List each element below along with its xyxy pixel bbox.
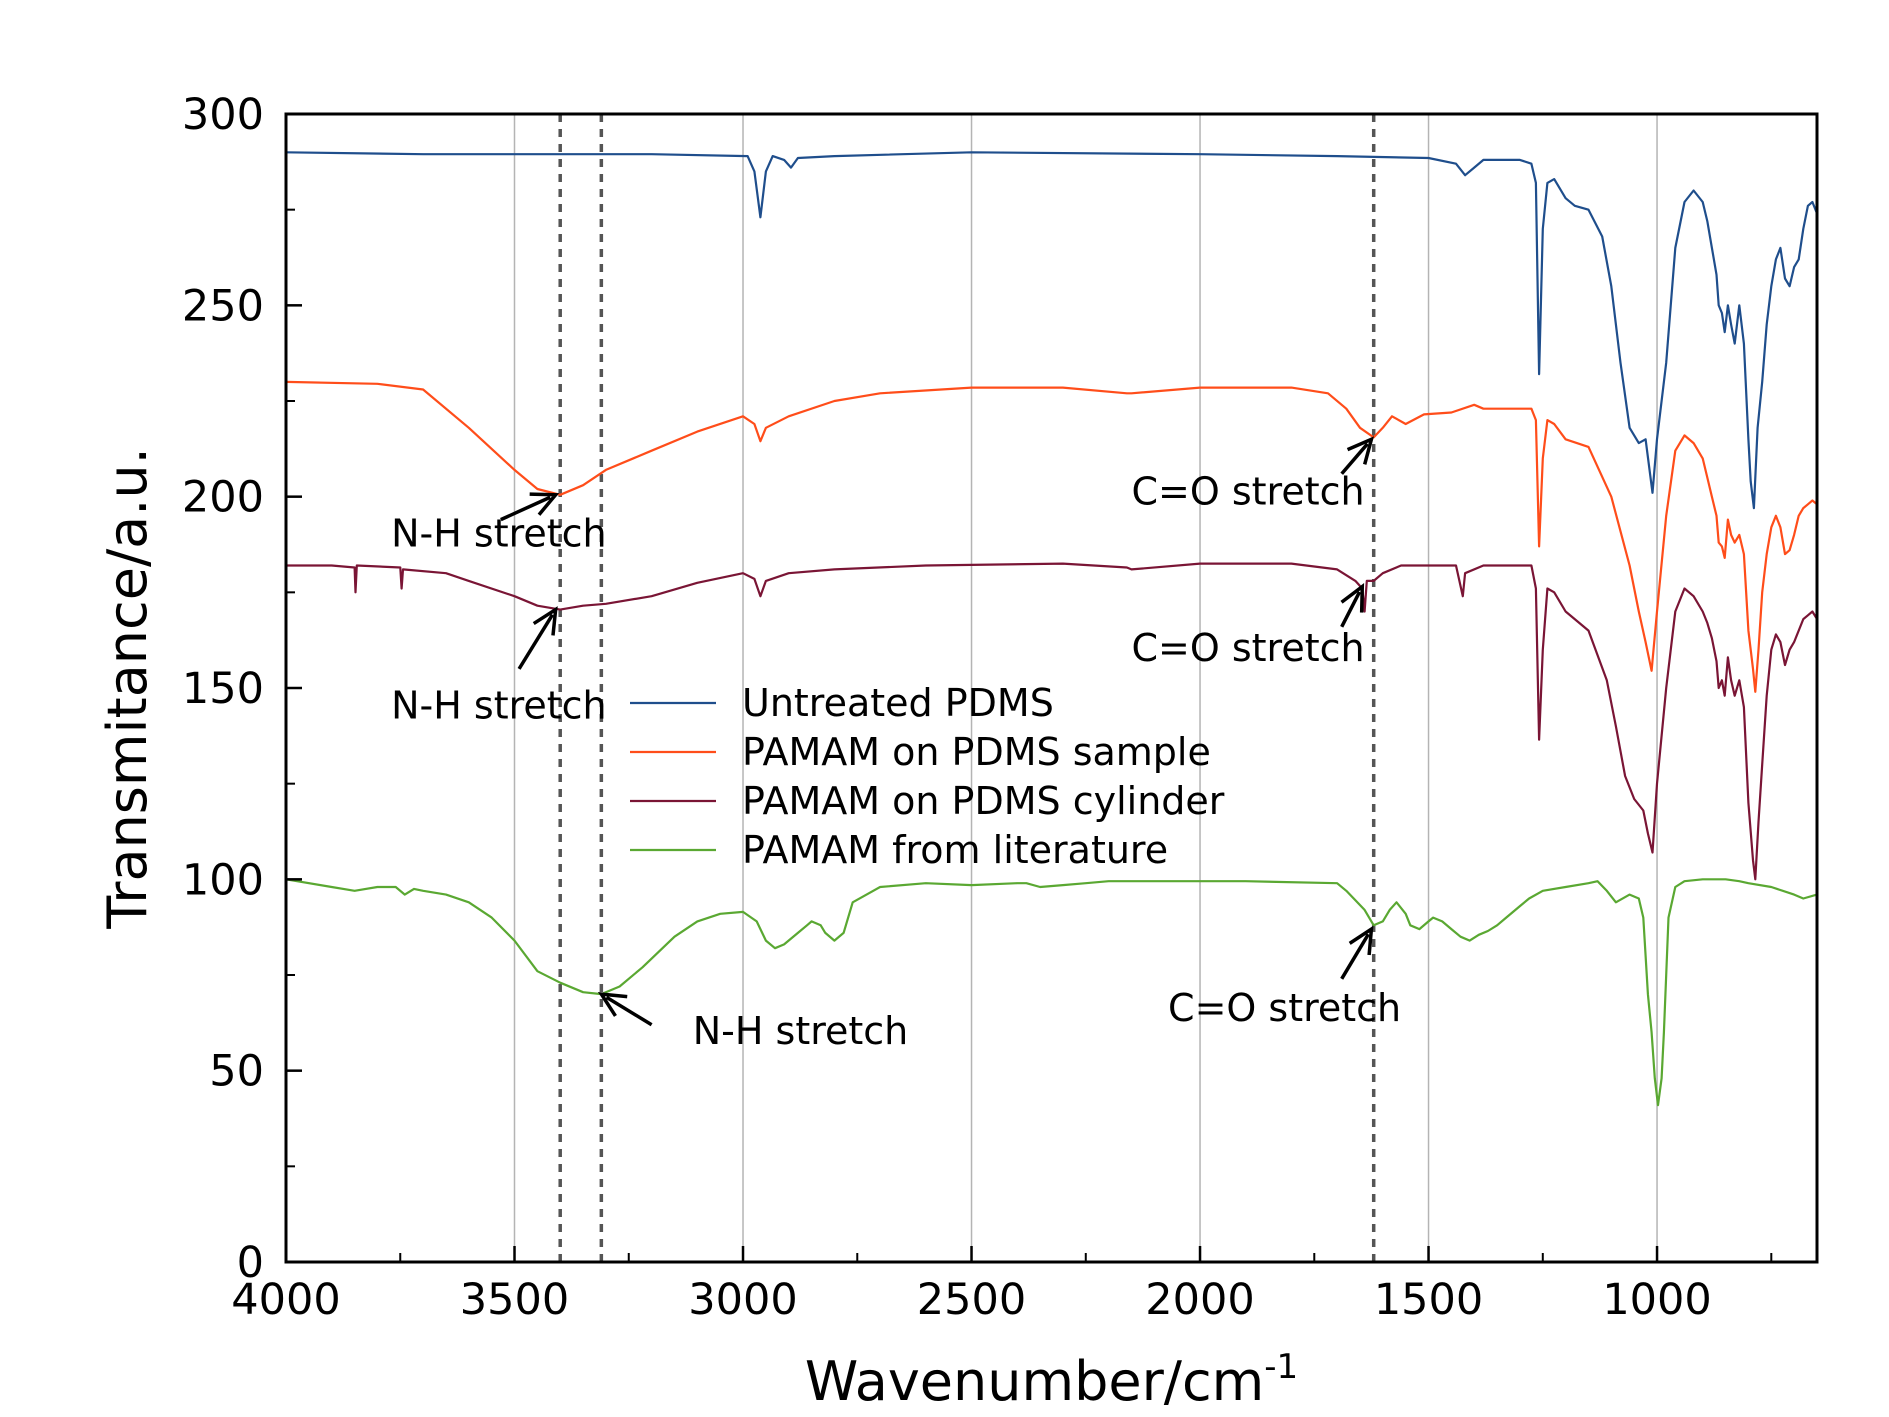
x-tick-label: 2500 (917, 1275, 1026, 1325)
x-tick-label: 4000 (231, 1275, 340, 1325)
series-line-0 (285, 151, 1819, 510)
axis-ticks: 4000 3500 3000 2500 2000 1500 1000 0 50 100 150 200… (182, 90, 1773, 1325)
legend-label-2: PAMAM on PDMS cylinder (742, 779, 1225, 823)
annotation-label-5: C=O stretch (1168, 986, 1401, 1030)
annotation-label-2: N-H stretch (391, 684, 607, 728)
y-tick-label: 150 (182, 664, 264, 714)
x-axis-label: Wavenumber/cm-1 (805, 1347, 1298, 1413)
legend-label-0: Untreated PDMS (742, 681, 1054, 725)
x-tick-label: 3500 (460, 1275, 569, 1325)
annotation-arrow-2 (517, 606, 558, 670)
x-axis-label-text: Wavenumber/cm (805, 1350, 1264, 1413)
x-tick-label: 1500 (1374, 1275, 1483, 1325)
annotation-arrow-3 (1340, 583, 1365, 628)
legend-label-3: PAMAM from literature (742, 828, 1168, 872)
annotation-label-3: C=O stretch (1131, 626, 1364, 670)
series-line-1 (285, 380, 1818, 693)
series-line-2 (286, 562, 1818, 881)
y-tick-label: 50 (209, 1047, 264, 1097)
reference-lines (558, 114, 1376, 1262)
y-tick-label: 300 (182, 90, 264, 140)
series-lines (285, 151, 1819, 1107)
x-tick-label: 2000 (1145, 1275, 1254, 1325)
annotation-arrow-4 (597, 992, 653, 1027)
y-tick-label: 0 (237, 1238, 264, 1288)
series-line-3 (285, 878, 1818, 1107)
annotation-label-1: C=O stretch (1131, 469, 1364, 513)
grid-lines (513, 114, 1658, 1262)
legend: Untreated PDMS PAMAM on PDMS sample PAMAM … (630, 681, 1225, 872)
x-tick-label: 3000 (688, 1275, 797, 1325)
x-axis-label-superscript: -1 (1264, 1347, 1298, 1387)
annotation-arrow-5 (1340, 925, 1374, 980)
y-axis-label: Transmitance/a.u. (96, 447, 159, 930)
y-tick-label: 200 (182, 473, 264, 523)
x-tick-label: 1000 (1602, 1275, 1711, 1325)
y-tick-label: 250 (182, 281, 264, 331)
legend-label-1: PAMAM on PDMS sample (742, 730, 1211, 774)
annotation-label-0: N-H stretch (391, 511, 607, 555)
y-tick-label: 100 (182, 855, 264, 905)
annotations: N-H stretch C=O stretch N-H stretch C=O str… (391, 436, 1401, 1053)
annotation-arrow-0 (500, 492, 560, 522)
annotation-label-4: N-H stretch (693, 1009, 909, 1053)
annotation-arrow-1 (1340, 436, 1375, 475)
